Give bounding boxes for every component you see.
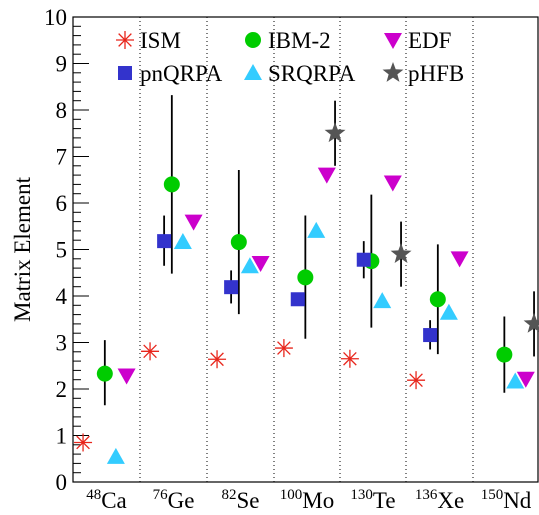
- y-tick-label: 10: [44, 5, 67, 30]
- point-edf-ge: [184, 214, 203, 231]
- category-element: Nd: [503, 488, 532, 513]
- category-label: 136Xe: [415, 487, 464, 513]
- category-label: 130Te: [350, 487, 395, 513]
- point-pnqrpa-mo: [290, 292, 305, 307]
- category-separators: [139, 17, 474, 482]
- y-tick-label: 4: [56, 284, 68, 309]
- legend-marker-phfb: [382, 62, 404, 82]
- category-element: Ge: [168, 488, 195, 513]
- x-axis-category-labels: 48Ca 76Ge 82Se 100Mo 130Te 136Xe 150Nd: [86, 487, 532, 513]
- point-srqrpa-ge: [173, 233, 192, 250]
- point-phfb-te: [390, 243, 412, 264]
- category-mass-number: 48: [86, 487, 101, 503]
- point-ibm-2-ca: [96, 365, 113, 382]
- y-tick-label: 9: [56, 52, 68, 77]
- y-tick-label: 0: [56, 470, 68, 495]
- point-edf-se: [251, 255, 270, 272]
- point-srqrpa-se: [240, 257, 259, 274]
- point-srqrpa-nd: [506, 372, 525, 389]
- legend-label-ism: ISM: [140, 28, 181, 53]
- point-edf-te: [383, 175, 402, 192]
- category-mass-number: 136: [415, 487, 438, 503]
- point-edf-xe: [450, 251, 469, 268]
- point-ism-ca: [74, 433, 93, 452]
- y-tick-label: 6: [56, 191, 68, 216]
- category-mass-number: 130: [350, 487, 373, 503]
- point-ism-te: [340, 349, 359, 368]
- category-element: Ca: [101, 488, 127, 513]
- point-pnqrpa-se: [224, 280, 239, 295]
- legend-marker-ibm-2: [245, 32, 261, 48]
- y-axis-label: Matrix Element: [10, 176, 35, 322]
- point-pnqrpa-ge: [157, 234, 172, 249]
- category-element: Xe: [437, 488, 464, 513]
- point-edf-nd: [516, 371, 535, 388]
- y-tick-label: 8: [56, 98, 68, 123]
- y-tick-label: 5: [56, 238, 68, 263]
- error-bars: [103, 95, 535, 406]
- point-edf-ca: [117, 368, 136, 385]
- legend-label-phfb: pHFB: [408, 61, 464, 86]
- legend-marker-ism: [116, 31, 134, 49]
- y-tick-label: 1: [56, 424, 68, 449]
- point-ibm-2-mo: [297, 269, 314, 286]
- category-mass-number: 150: [481, 487, 504, 503]
- point-ism-se: [208, 350, 227, 369]
- legend-marker-pnqrpa: [118, 66, 132, 80]
- category-label: 100Mo: [280, 487, 334, 513]
- legend-label-edf: EDF: [408, 28, 451, 53]
- point-ism-mo: [274, 339, 293, 358]
- legend-label-ibm-2: IBM-2: [268, 28, 331, 53]
- point-ism-xe: [407, 371, 426, 390]
- category-element: Se: [237, 488, 260, 513]
- category-element: Mo: [302, 488, 334, 513]
- point-ibm-2-se: [230, 234, 247, 251]
- category-label: 150Nd: [481, 487, 532, 513]
- y-tick-label: 2: [56, 377, 68, 402]
- category-label: 76Ge: [153, 487, 195, 513]
- legend: ISM IBM-2 EDF pnQRPA SRQRPA pHFB: [116, 28, 464, 86]
- legend-label-pnqrpa: pnQRPA: [140, 61, 223, 86]
- category-mass-number: 76: [153, 487, 169, 503]
- legend-label-srqrpa: SRQRPA: [268, 61, 356, 86]
- point-srqrpa-mo: [307, 221, 326, 238]
- point-ibm-2-xe: [429, 291, 446, 308]
- y-tick-label: 3: [56, 331, 68, 356]
- point-edf-mo: [317, 167, 336, 184]
- category-mass-number: 82: [222, 487, 237, 503]
- point-phfb-nd: [523, 312, 539, 333]
- point-srqrpa-te: [373, 292, 392, 309]
- point-srqrpa-xe: [439, 303, 458, 320]
- point-ibm-2-nd: [496, 346, 513, 363]
- point-srqrpa-ca: [106, 447, 125, 464]
- category-element: Te: [373, 488, 396, 513]
- point-ism-ge: [141, 342, 160, 361]
- point-phfb-mo: [324, 122, 346, 143]
- category-mass-number: 100: [280, 487, 303, 503]
- category-label: 48Ca: [86, 487, 127, 513]
- point-pnqrpa-xe: [423, 328, 438, 343]
- legend-marker-srqrpa: [244, 64, 262, 80]
- point-ibm-2-ge: [163, 176, 180, 193]
- category-label: 82Se: [222, 487, 260, 513]
- y-tick-label: 7: [56, 145, 68, 170]
- point-pnqrpa-te: [356, 252, 371, 267]
- data-markers: [74, 122, 539, 464]
- legend-marker-edf: [384, 33, 402, 49]
- y-axis-ticks: 0 1 2 3 4 5 6 7 8 9 10: [44, 5, 89, 495]
